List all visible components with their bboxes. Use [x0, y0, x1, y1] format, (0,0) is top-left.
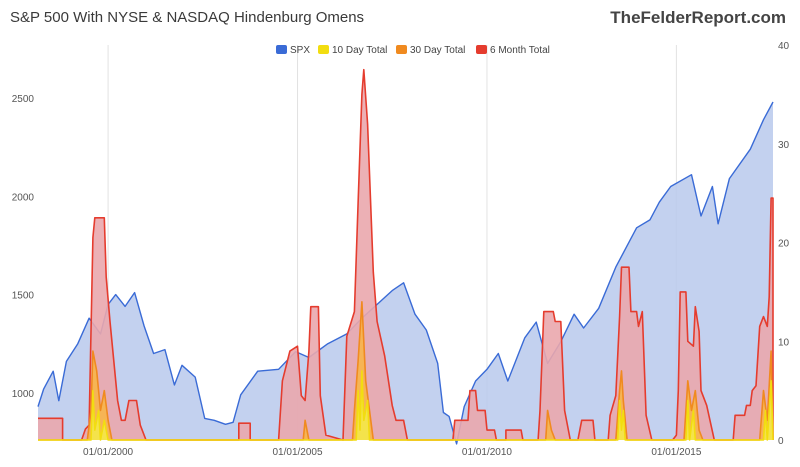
x-tick-label: 01/01/2000	[83, 447, 133, 458]
y-right-tick-label: 20	[778, 239, 790, 250]
y-right-tick-label: 30	[778, 140, 790, 151]
series-area-1	[38, 69, 773, 440]
x-tick-label: 01/01/2010	[462, 447, 512, 458]
legend-swatch	[276, 45, 287, 54]
y-left-tick-label: 2500	[12, 94, 35, 105]
x-tick-label: 01/01/2005	[272, 447, 322, 458]
y-left-tick-label: 2000	[12, 192, 35, 203]
series-line-3	[38, 370, 774, 441]
brand-watermark: TheFelderReport.com	[610, 8, 786, 27]
y-right-tick-label: 40	[778, 41, 790, 52]
axes: 01/01/2000 01/01/2005 01/01/2010 01/01/2015…	[12, 41, 790, 458]
legend-swatch	[476, 45, 487, 54]
legend: SPX 10 Day Total 30 Day Total 6 Month Total	[276, 45, 550, 56]
chart-title: S&P 500 With NYSE & NASDAQ Hindenburg Om…	[10, 9, 365, 26]
legend-label: 30 Day Total	[410, 45, 465, 56]
series-area-0	[38, 102, 773, 444]
series-line-0	[37, 101, 774, 445]
y-left-tick-label: 1500	[12, 291, 35, 302]
y-right-tick-label: 10	[778, 337, 790, 348]
x-tick-label: 01/01/2015	[651, 447, 701, 458]
legend-label: SPX	[290, 45, 310, 56]
legend-swatch	[396, 45, 407, 54]
y-right-tick-label: 0	[778, 436, 784, 447]
legend-label: 10 Day Total	[332, 45, 387, 56]
series-areas	[37, 68, 774, 445]
legend-swatch	[318, 45, 329, 54]
y-left-tick-label: 1000	[12, 389, 35, 400]
legend-label: 6 Month Total	[490, 45, 550, 56]
